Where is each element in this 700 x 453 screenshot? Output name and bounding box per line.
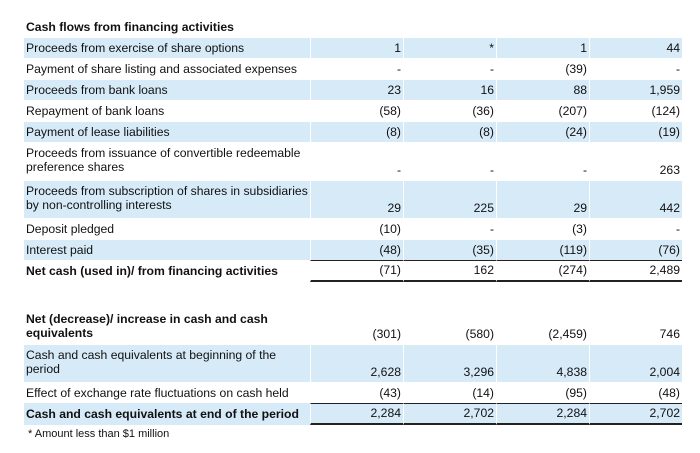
- value-cell: (76): [589, 240, 682, 260]
- value-cell: (36): [472, 104, 494, 118]
- table-row: Proceeds from exercise of share options …: [24, 38, 683, 58]
- value-cell: (8): [403, 122, 496, 142]
- table-row: Payment of share listing and associated …: [24, 59, 683, 79]
- value-cell: (24): [496, 122, 589, 142]
- value-cell: 29: [310, 181, 403, 218]
- value-cell: 23: [310, 80, 403, 100]
- table-row: Payment of lease liabilities (8) (8) (24…: [24, 122, 683, 142]
- spacer: [24, 282, 683, 309]
- value-cell: (48): [310, 240, 403, 260]
- value-cell: 29: [496, 181, 589, 218]
- value-cell: (43): [379, 386, 401, 400]
- fx-effect-row: Effect of exchange rate fluctuations on …: [24, 383, 683, 403]
- value-cell: 4,838: [496, 345, 589, 382]
- value-cell: (8): [310, 122, 403, 142]
- row-label: Interest paid: [24, 240, 310, 260]
- cash-flow-table: Cash flows from financing activities Pro…: [24, 16, 683, 425]
- value-cell: 225: [403, 181, 496, 218]
- footnote: * Amount less than $1 million: [28, 428, 170, 440]
- value-cell: -: [582, 163, 587, 177]
- value-cell: (58): [379, 104, 401, 118]
- value-cell: -: [489, 163, 494, 177]
- value-cell: 88: [496, 80, 589, 100]
- value-cell: (301): [372, 327, 401, 341]
- row-label: Proceeds from subscription of shares in …: [24, 181, 310, 218]
- ending-cash-row: Cash and cash equivalents at end of the …: [24, 403, 683, 425]
- value-cell: 2,284: [496, 403, 589, 425]
- value-cell: -: [675, 222, 680, 236]
- value-cell: (119): [496, 240, 589, 260]
- table-row: Proceeds from subscription of shares in …: [24, 181, 683, 218]
- value-cell: 2,004: [589, 345, 682, 382]
- value-cell: (95): [565, 386, 587, 400]
- value-cell: 2,284: [310, 403, 403, 425]
- value-cell: 1,959: [589, 80, 682, 100]
- value-cell: 2,489: [589, 260, 682, 282]
- value-cell: (580): [465, 327, 494, 341]
- row-label: Proceeds from bank loans: [24, 80, 310, 100]
- value-cell: (274): [496, 260, 589, 282]
- value-cell: -: [396, 62, 401, 76]
- row-label: Effect of exchange rate fluctuations on …: [26, 386, 289, 400]
- row-label: Deposit pledged: [26, 222, 115, 236]
- value-cell: 16: [403, 80, 496, 100]
- row-label: Cash and cash equivalents at end of the …: [24, 403, 310, 425]
- table-row: Repayment of bank loans (58) (36) (207) …: [24, 101, 683, 121]
- value-cell: 3,296: [403, 345, 496, 382]
- table-row: Interest paid (48) (35) (119) (76): [24, 240, 683, 260]
- table-row: Proceeds from bank loans 23 16 88 1,959: [24, 80, 683, 100]
- value-cell: (3): [572, 222, 587, 236]
- section-heading: Cash flows from financing activities: [26, 20, 234, 34]
- value-cell: 162: [403, 260, 496, 282]
- value-cell: 2,628: [310, 345, 403, 382]
- value-cell: -: [489, 62, 494, 76]
- value-cell: 2,702: [403, 403, 496, 425]
- value-cell: 1: [496, 38, 589, 58]
- table-row: Proceeds from issuance of convertible re…: [24, 143, 683, 180]
- value-cell: (2,459): [548, 327, 587, 341]
- value-cell: -: [396, 163, 401, 177]
- row-label: Net (decrease)/ increase in cash and cas…: [26, 312, 268, 340]
- net-financing-row: Net cash (used in)/ from financing activ…: [24, 260, 683, 282]
- row-label: Payment of share listing and associated …: [26, 62, 297, 76]
- value-cell: (71): [310, 260, 403, 282]
- row-label: Payment of lease liabilities: [24, 122, 310, 142]
- value-cell: 746: [659, 327, 680, 341]
- net-change-row: Net (decrease)/ increase in cash and cas…: [24, 309, 683, 344]
- row-label: Proceeds from exercise of share options: [24, 38, 310, 58]
- row-label: Cash and cash equivalents at beginning o…: [24, 345, 310, 382]
- value-cell: 442: [589, 181, 682, 218]
- value-cell: 1: [310, 38, 403, 58]
- value-cell: -: [675, 62, 680, 76]
- row-label: Net cash (used in)/ from financing activ…: [26, 264, 278, 278]
- value-cell: (207): [558, 104, 587, 118]
- value-cell: (39): [565, 62, 587, 76]
- value-cell: (19): [589, 122, 682, 142]
- value-cell: *: [403, 38, 496, 58]
- value-cell: 263: [659, 163, 680, 177]
- value-cell: (35): [403, 240, 496, 260]
- row-label: Repayment of bank loans: [26, 104, 165, 118]
- row-label: Proceeds from issuance of convertible re…: [26, 146, 301, 174]
- value-cell: 2,702: [589, 403, 682, 425]
- table-row: Deposit pledged (10) - (3) -: [24, 219, 683, 239]
- value-cell: 44: [589, 38, 682, 58]
- value-cell: (14): [472, 386, 494, 400]
- beginning-cash-row: Cash and cash equivalents at beginning o…: [24, 345, 683, 382]
- value-cell: (48): [658, 386, 680, 400]
- value-cell: (10): [379, 222, 401, 236]
- value-cell: -: [489, 222, 494, 236]
- value-cell: (124): [651, 104, 680, 118]
